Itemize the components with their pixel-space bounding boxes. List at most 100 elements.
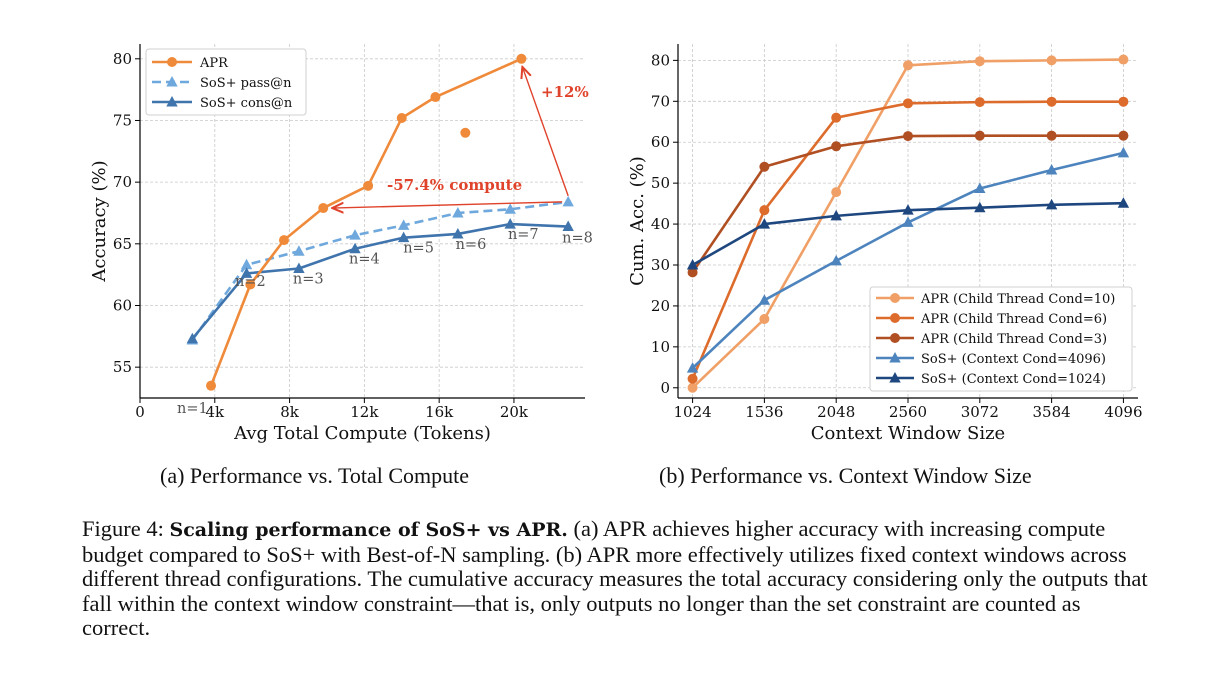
- data-point-sos-pass-n: [562, 195, 574, 207]
- legend-marker-sos-pass-n: [166, 76, 178, 87]
- data-point-sos-context-cond-1024: [902, 204, 914, 215]
- legend-label-sos-pass-n: SoS+ pass@n: [200, 76, 292, 91]
- y-tick-label: 80: [651, 51, 670, 69]
- y-tick-label: 0: [660, 379, 670, 397]
- chart-performance-vs-compute: 0 4k 8k 12k 16k 20k 55 60 65 70 75 80 Avg Total Comp…: [89, 44, 593, 444]
- annotation-arrow-compute: [332, 201, 563, 208]
- data-point-sos-context-cond-1024: [686, 258, 699, 270]
- data-point-apr-outlier: [460, 127, 471, 138]
- data-point-sos-pass-n: [452, 206, 464, 218]
- data-point-sos-context-cond-4096: [686, 362, 699, 373]
- legend-label-apr: APR: [199, 56, 229, 71]
- data-point-apr-child-thread-cond-3: [687, 267, 698, 278]
- data-point-apr-child-thread-cond-10: [831, 187, 842, 198]
- y-tick-label: 40: [651, 215, 670, 233]
- data-point-apr-child-thread-cond-10: [1118, 54, 1129, 65]
- legend-label-sos-context-cond-4096: SoS+ (Context Cond=4096): [921, 352, 1106, 367]
- point-label: n=6: [456, 237, 487, 253]
- y-tick-label: 70: [113, 173, 132, 191]
- subcaption-b: (b) Performance vs. Context Window Size: [659, 463, 1032, 488]
- data-point-apr-child-thread-cond-10: [974, 56, 985, 67]
- data-point-sos-pass-n: [504, 203, 516, 214]
- caption-body: (a) APR achieves higher accuracy with in…: [82, 516, 1148, 640]
- data-point-apr-child-thread-cond-6: [1118, 96, 1129, 107]
- x-tick-label: 3072: [961, 403, 999, 421]
- legend-label-apr-child-thread-cond-3: APR (Child Thread Cond=3): [920, 332, 1107, 347]
- data-point-sos-pass-n: [349, 229, 361, 240]
- x-tick-label: 0: [135, 403, 145, 421]
- data-point-apr-child-thread-cond-3: [759, 161, 770, 172]
- legend-label-apr-child-thread-cond-6: APR (Child Thread Cond=6): [920, 312, 1107, 327]
- data-point-sos-context-cond-1024: [974, 201, 986, 213]
- subcaption-a: (a) Performance vs. Total Compute: [160, 463, 470, 488]
- y-tick-label: 65: [113, 235, 132, 253]
- y-tick-label: 20: [651, 297, 670, 315]
- annotation-arrow-accuracy: [522, 67, 569, 197]
- data-point-apr: [206, 380, 217, 391]
- x-tick-label: 20k: [500, 403, 529, 421]
- series-line-apr: [209, 57, 522, 387]
- series-line-sos-cons-n: [191, 222, 569, 340]
- y-tick-label: 55: [113, 358, 132, 376]
- legend-marker-sos-context-cond-1024: [889, 372, 901, 383]
- y-tick-label: 50: [651, 174, 670, 192]
- legend-marker-apr-child-thread-cond-10: [890, 293, 900, 303]
- caption-label: Figure 4:: [82, 516, 164, 541]
- data-point-apr-child-thread-cond-6: [759, 205, 770, 216]
- data-point-sos-context-cond-4096: [974, 182, 986, 193]
- x-tick-label: 4096: [1104, 403, 1142, 421]
- data-point-sos-context-cond-1024: [758, 218, 771, 229]
- data-point-sos-context-cond-1024: [1117, 197, 1130, 208]
- annotation-compute-saving: -57.4% compute: [387, 176, 522, 194]
- data-point-apr-child-thread-cond-10: [687, 382, 698, 393]
- data-point-sos-cons-n: [452, 227, 464, 239]
- data-point-apr-child-thread-cond-3: [831, 141, 842, 152]
- point-label: n=5: [403, 240, 434, 256]
- data-point-sos-context-cond-4096: [902, 216, 914, 227]
- data-point-apr-child-thread-cond-6: [687, 373, 698, 384]
- y-axis-title: Accuracy (%): [89, 160, 110, 282]
- data-point-apr: [430, 92, 441, 103]
- data-point-apr-child-thread-cond-6: [903, 98, 913, 109]
- legend-a: APR SoS+ pass@n SoS+ cons@n: [145, 48, 307, 116]
- x-tick-label: 16k: [425, 403, 454, 421]
- legend-label-sos-context-cond-1024: SoS+ (Context Cond=1024): [921, 372, 1106, 387]
- data-point-apr-child-thread-cond-3: [903, 131, 913, 142]
- data-point-sos-cons-n: [504, 218, 516, 229]
- data-point-sos-context-cond-4096: [758, 294, 771, 305]
- data-point-apr-child-thread-cond-10: [759, 314, 770, 325]
- data-point-sos-pass-n: [397, 219, 410, 230]
- data-point-sos-cons-n: [240, 267, 253, 278]
- data-point-apr: [278, 235, 289, 246]
- data-point-sos-cons-n: [562, 220, 574, 232]
- legend-box: [145, 48, 307, 116]
- y-tick-label: 80: [113, 50, 132, 68]
- x-tick-label: 1536: [745, 403, 783, 421]
- annotation-accuracy-gain: +12%: [541, 83, 589, 101]
- data-point-apr-child-thread-cond-3: [1118, 130, 1129, 141]
- data-point-apr: [318, 203, 329, 214]
- x-tick-label: 2048: [817, 403, 855, 421]
- x-axis-title: Context Window Size: [811, 423, 1005, 444]
- data-point-apr-child-thread-cond-10: [903, 60, 913, 71]
- legend-marker-apr-child-thread-cond-3: [890, 333, 900, 343]
- data-point-sos-context-cond-4096: [830, 254, 842, 266]
- data-point-sos-context-cond-1024: [830, 209, 842, 221]
- y-tick-label: 60: [113, 296, 132, 314]
- figure-caption: Figure 4: Scaling performance of SoS+ vs…: [82, 516, 1152, 641]
- data-point-apr: [516, 53, 527, 64]
- point-label: n=3: [293, 271, 324, 287]
- data-point-apr-child-thread-cond-6: [1046, 96, 1057, 107]
- data-point-sos-context-cond-1024: [1045, 198, 1058, 210]
- y-tick-label: 75: [113, 111, 132, 129]
- data-point-sos-pass-n: [293, 245, 305, 256]
- data-point-sos-context-cond-4096: [1117, 146, 1130, 158]
- legend-marker-apr: [167, 57, 177, 67]
- data-point-sos-cons-n: [397, 231, 410, 243]
- data-point-apr-child-thread-cond-6: [831, 112, 842, 123]
- series-line-sos-pass-n: [191, 200, 569, 341]
- data-point-sos-cons-n: [186, 332, 199, 344]
- y-tick-label: 70: [651, 92, 670, 110]
- point-label: n=7: [508, 227, 539, 243]
